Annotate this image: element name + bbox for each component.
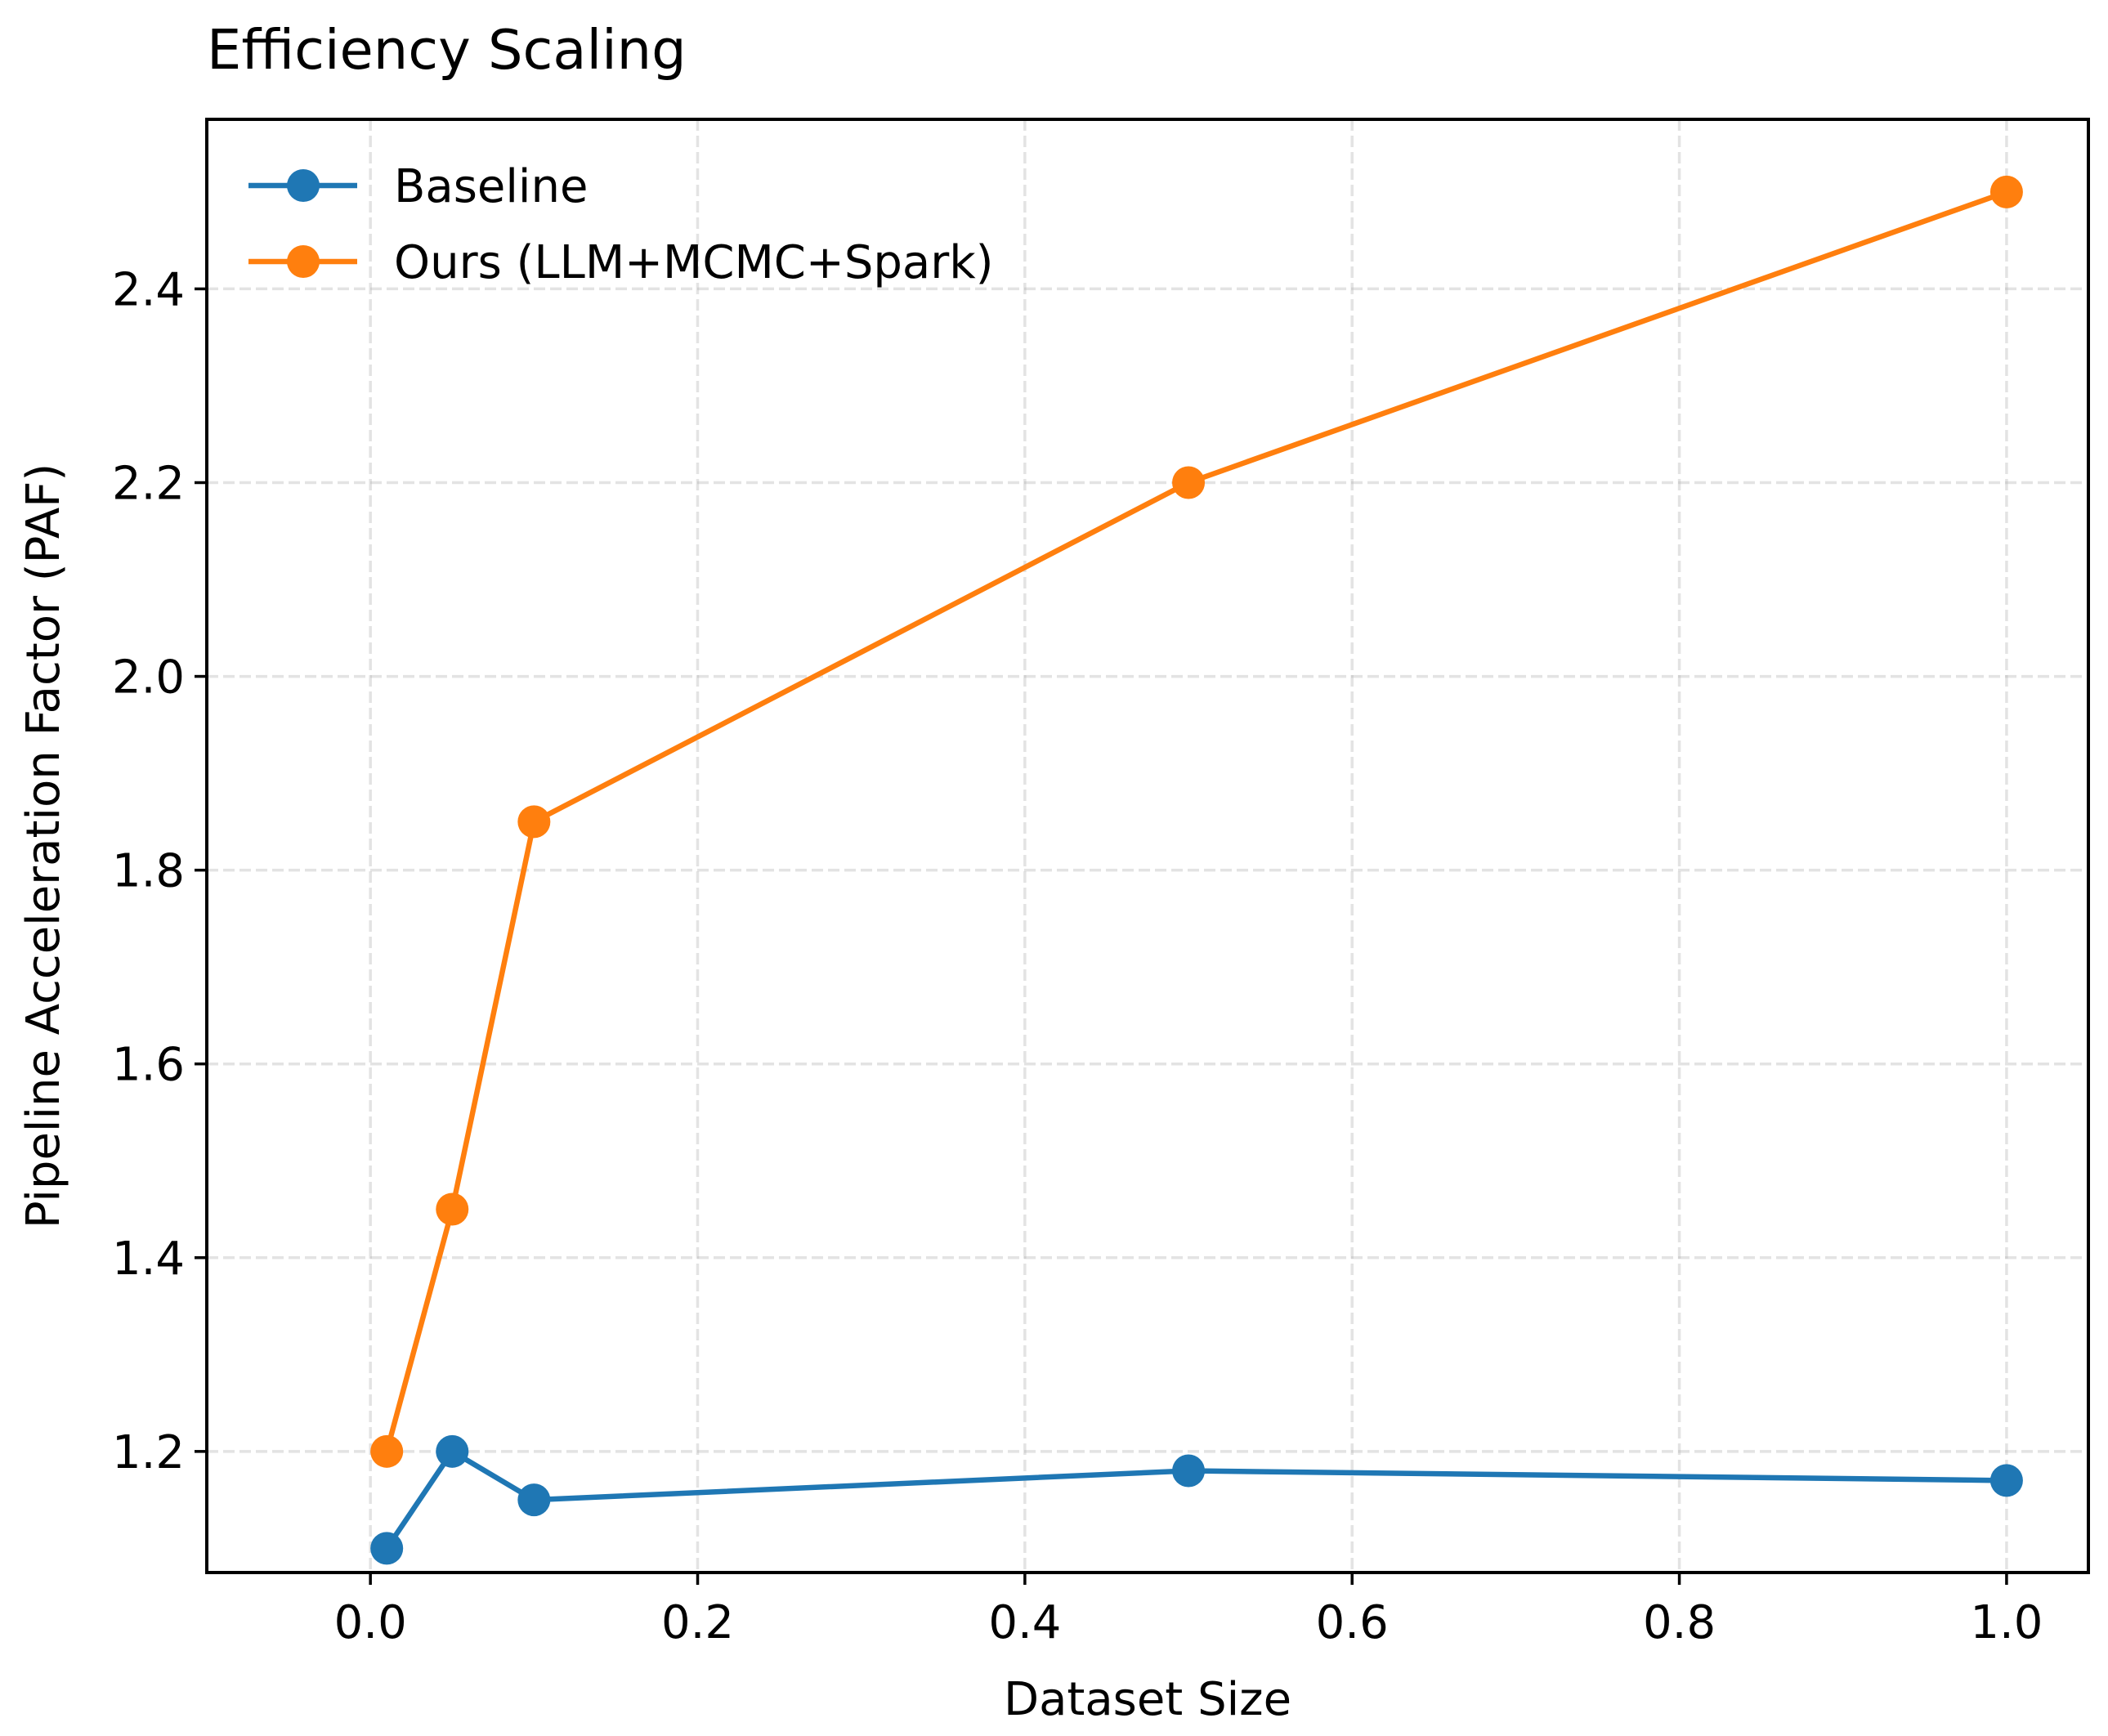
data-point: [1989, 1464, 2023, 1497]
x-tick-label: 0.2: [661, 1596, 734, 1649]
data-point: [1172, 1454, 1206, 1488]
data-point: [436, 1192, 469, 1226]
y-tick-label: 2.2: [112, 458, 185, 511]
legend-marker: [287, 169, 320, 202]
data-point: [1989, 175, 2023, 208]
plot-area-frame: [205, 118, 2090, 1574]
y-axis-ticks: 1.2 1.4 1.6 1.8 2.0 2.2 2.4: [112, 263, 207, 1479]
x-tick-label: 0.0: [334, 1596, 407, 1649]
y-tick-label: 2.4: [112, 263, 185, 316]
legend-label: Ours (LLM+MCMC+Spark): [394, 236, 994, 289]
x-tick-label: 1.0: [1970, 1596, 2043, 1649]
data-point: [517, 1483, 551, 1517]
legend: Baseline Ours (LLM+MCMC+Spark): [248, 160, 994, 289]
data-point: [370, 1532, 404, 1565]
x-tick-label: 0.8: [1643, 1596, 1716, 1649]
x-tick-label: 0.4: [988, 1596, 1061, 1649]
x-tick-label: 0.6: [1316, 1596, 1389, 1649]
y-axis-title: Pipeline Acceleration Factor (PAF): [17, 463, 70, 1228]
x-axis-ticks: 0.0 0.2 0.4 0.6 0.8 1.0: [334, 1573, 2043, 1649]
y-tick-label: 2.0: [112, 651, 185, 705]
data-point: [370, 1434, 404, 1468]
y-tick-label: 1.8: [112, 845, 185, 898]
data-point: [436, 1434, 469, 1468]
legend-label: Baseline: [394, 160, 588, 213]
y-tick-label: 1.6: [112, 1039, 185, 1092]
data-point: [1172, 466, 1206, 499]
plot-series: [370, 175, 2023, 1565]
data-point: [517, 805, 551, 839]
x-axis-title: Dataset Size: [1004, 1673, 1291, 1726]
y-tick-label: 1.2: [112, 1426, 185, 1479]
series-line-1: [383, 188, 2011, 1455]
grid: [207, 119, 2088, 1573]
legend-marker: [287, 245, 320, 278]
y-tick-label: 1.4: [112, 1233, 185, 1286]
chart-title: Efficiency Scaling: [207, 18, 687, 82]
